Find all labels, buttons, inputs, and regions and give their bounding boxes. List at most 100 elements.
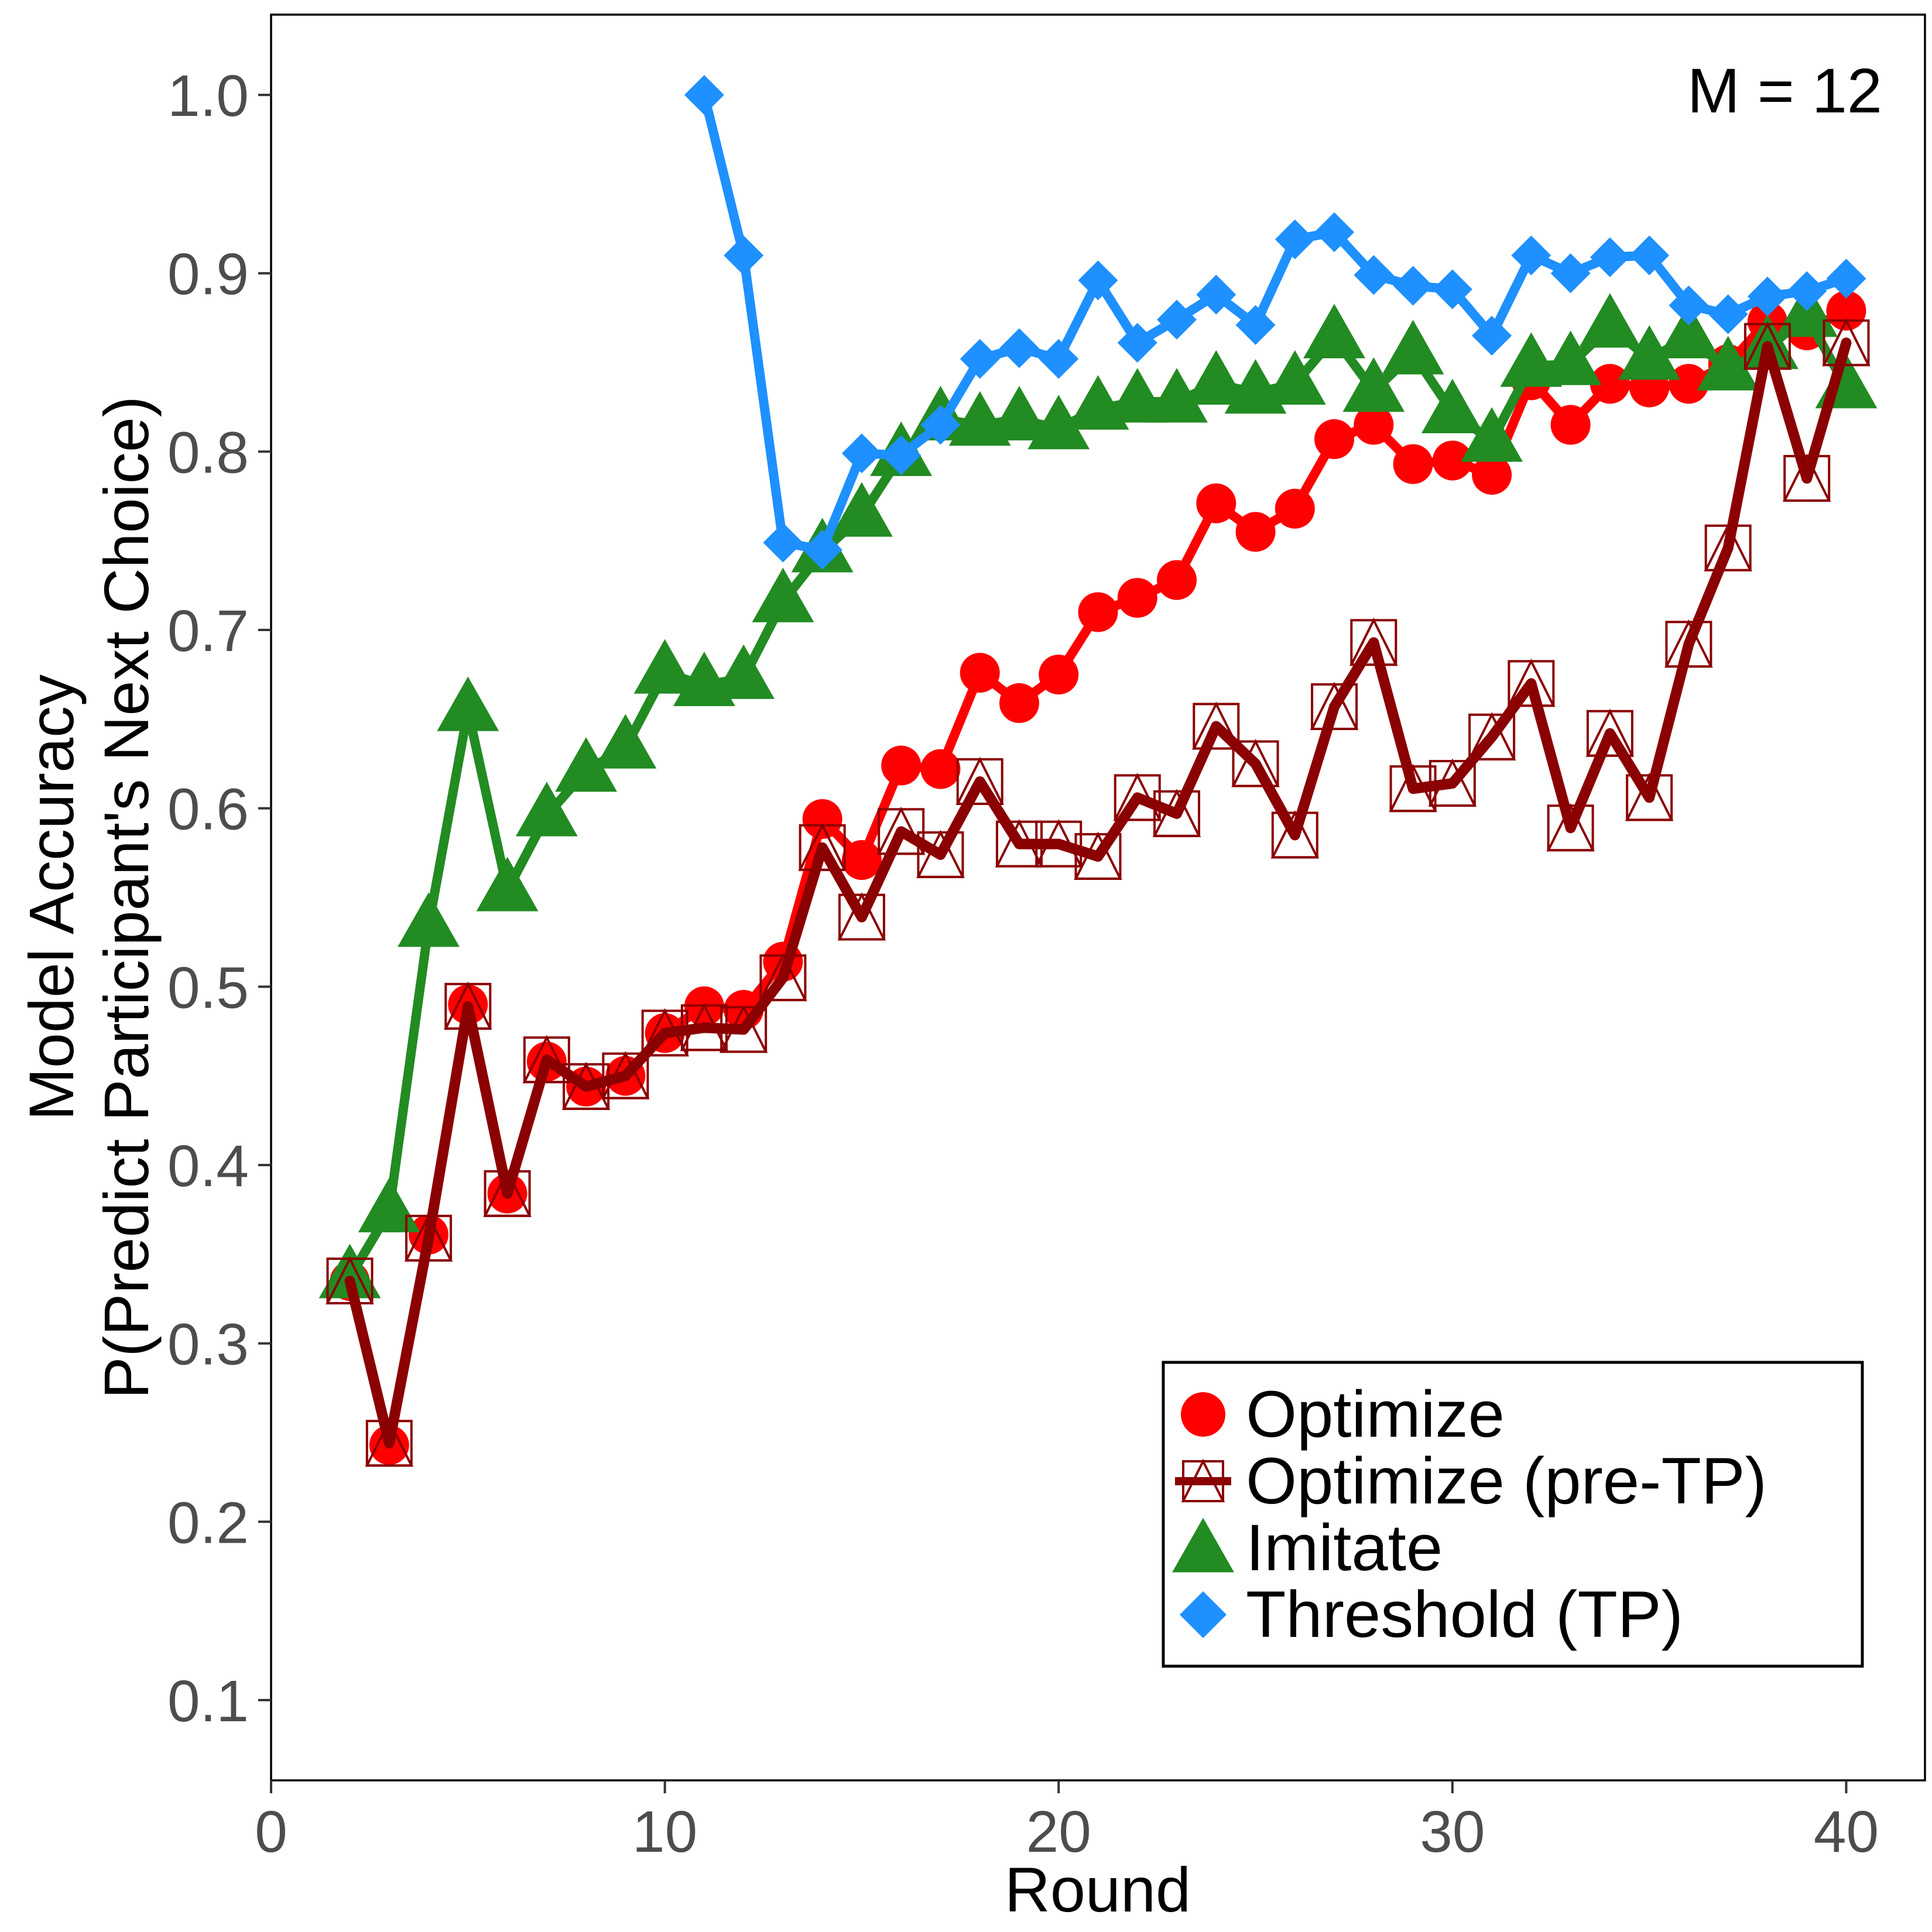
- point-optimize-15-shape: [841, 840, 882, 881]
- point-imitate-31: [1461, 407, 1523, 462]
- point-optimize-19-shape: [999, 683, 1039, 723]
- point-optimize-pre-tp-20: [1034, 819, 1083, 868]
- point-threshold-40: [1826, 258, 1866, 299]
- point-imitate-29: [1382, 320, 1444, 375]
- y-tick-label-0.7: 0.7: [167, 598, 249, 664]
- y-tick-label-0.1: 0.1: [167, 1669, 249, 1734]
- point-optimize-pre-tp-23: [1152, 789, 1201, 837]
- point-imitate-20: [1027, 395, 1090, 450]
- point-optimize-14: [802, 799, 842, 839]
- point-optimize-pre-tp-34: [1585, 708, 1635, 757]
- point-optimize-14-shape: [802, 799, 842, 839]
- point-imitate-6-shape: [476, 857, 539, 912]
- point-optimize-pre-tp-4: [404, 1213, 453, 1262]
- point-optimize-pre-tp-23-triangle: [1152, 789, 1201, 837]
- point-threshold-14-shape: [802, 529, 842, 570]
- point-imitate-10-shape: [633, 639, 696, 694]
- point-imitate-30-shape: [1421, 378, 1484, 434]
- x-axis-title: Round: [1005, 1854, 1191, 1925]
- point-optimize-28-shape: [1354, 405, 1394, 445]
- point-imitate-26: [1263, 350, 1326, 405]
- point-optimize-23: [1157, 560, 1197, 600]
- point-optimize-pre-tp-30-triangle: [1428, 758, 1477, 807]
- point-optimize-pre-tp-34-triangle: [1585, 708, 1635, 757]
- point-imitate-13-shape: [752, 567, 814, 622]
- point-optimize-30: [1432, 440, 1472, 481]
- point-threshold-16-shape: [881, 435, 922, 475]
- x-tick-label-30: 30: [1420, 1799, 1485, 1865]
- point-optimize-pre-tp-22-triangle: [1113, 772, 1162, 821]
- point-threshold-35: [1629, 235, 1670, 276]
- x-axis: 0 10 20 30 40: [255, 1780, 1879, 1865]
- legend-keys: [1172, 1392, 1234, 1638]
- point-optimize-pre-tp-21-triangle: [1074, 831, 1122, 880]
- legend-label-threshold: Threshold (TP): [1246, 1578, 1683, 1651]
- point-threshold-32: [1511, 235, 1551, 276]
- point-optimize-pre-tp-12-triangle: [719, 1004, 768, 1053]
- legend-label-optimize: Optimize: [1246, 1378, 1505, 1451]
- point-optimize-pre-tp-35-triangle: [1625, 772, 1674, 821]
- point-optimize-pre-tp-7-triangle: [522, 1034, 571, 1084]
- point-optimize-16: [881, 745, 922, 786]
- point-threshold-38: [1747, 276, 1787, 317]
- point-optimize-pre-tp-31-triangle: [1467, 712, 1516, 761]
- point-optimize-pre-tp-27-triangle: [1310, 681, 1359, 731]
- point-optimize-24: [1196, 483, 1236, 523]
- point-threshold-15: [841, 433, 882, 474]
- point-threshold-34-shape: [1590, 237, 1630, 278]
- point-imitate-4: [398, 892, 460, 947]
- point-optimize-19: [999, 683, 1039, 723]
- point-imitate-36: [1657, 303, 1720, 359]
- point-imitate-34-shape: [1579, 293, 1641, 348]
- point-optimize-pre-tp-29: [1389, 763, 1437, 813]
- x-tick-label-10: 10: [632, 1799, 697, 1865]
- point-imitate-4-shape: [398, 892, 460, 947]
- point-threshold-23-shape: [1157, 299, 1197, 340]
- point-threshold-25-shape: [1235, 305, 1276, 345]
- point-optimize-25-shape: [1235, 512, 1276, 552]
- point-threshold-28-shape: [1354, 255, 1394, 295]
- point-imitate-6: [476, 857, 539, 912]
- y-tick-label-0.4: 0.4: [167, 1133, 249, 1199]
- legend-key-optimize-pre-tp: [1175, 1458, 1231, 1502]
- point-optimize-36: [1669, 364, 1709, 404]
- point-imitate-15-shape: [831, 482, 893, 537]
- point-threshold-22-shape: [1117, 323, 1157, 363]
- legend-key-imitate: [1172, 1517, 1234, 1573]
- x-tick-label-0: 0: [255, 1799, 287, 1865]
- plot-frame: [270, 13, 1926, 1782]
- point-optimize-pre-tp-21: [1074, 831, 1122, 880]
- point-optimize-pre-tp-22: [1113, 772, 1162, 821]
- annotation-m: M = 12: [1687, 55, 1882, 126]
- point-optimize-28: [1354, 405, 1394, 445]
- legend: Optimize Optimize (pre-TP) Imitate Thres…: [1162, 1361, 1864, 1668]
- point-optimize-pre-tp-6-triangle: [483, 1169, 532, 1217]
- point-optimize-33-shape: [1550, 405, 1591, 445]
- point-optimize-pre-tp-36: [1664, 619, 1713, 668]
- point-imitate-5: [437, 676, 499, 731]
- point-optimize-pre-tp-19: [995, 819, 1044, 868]
- point-optimize-pre-tp-29-triangle: [1389, 763, 1437, 813]
- point-threshold-23: [1157, 299, 1197, 340]
- point-threshold-27-shape: [1314, 212, 1355, 252]
- point-optimize-pre-tp-11: [680, 1002, 729, 1051]
- point-optimize-36-shape: [1669, 364, 1709, 404]
- y-axis: 0.1 0.2 0.3 0.4 0.5 0.6 0.7 0.8 0.9 1.0: [167, 63, 271, 1734]
- point-optimize-31-shape: [1472, 454, 1512, 495]
- point-threshold-39-shape: [1787, 271, 1827, 311]
- point-optimize-18-shape: [960, 653, 1000, 693]
- legend-marker-threshold-shape: [1180, 1591, 1227, 1638]
- point-optimize-pre-tp-7: [522, 1034, 571, 1084]
- point-threshold-24-shape: [1196, 275, 1236, 315]
- point-optimize-pre-tp-25: [1231, 739, 1280, 787]
- legend-marker-imitate: [1172, 1517, 1234, 1573]
- point-optimize-pre-tp-37-triangle: [1704, 523, 1752, 571]
- point-imitate-19-shape: [988, 386, 1050, 441]
- point-optimize-pre-tp-2: [326, 1256, 374, 1304]
- point-optimize-pre-tp-35: [1625, 772, 1674, 821]
- point-threshold-36: [1669, 285, 1709, 326]
- point-optimize-21: [1078, 592, 1118, 632]
- point-optimize-pre-tp-32-triangle: [1507, 658, 1556, 707]
- point-threshold-20-shape: [1039, 338, 1079, 379]
